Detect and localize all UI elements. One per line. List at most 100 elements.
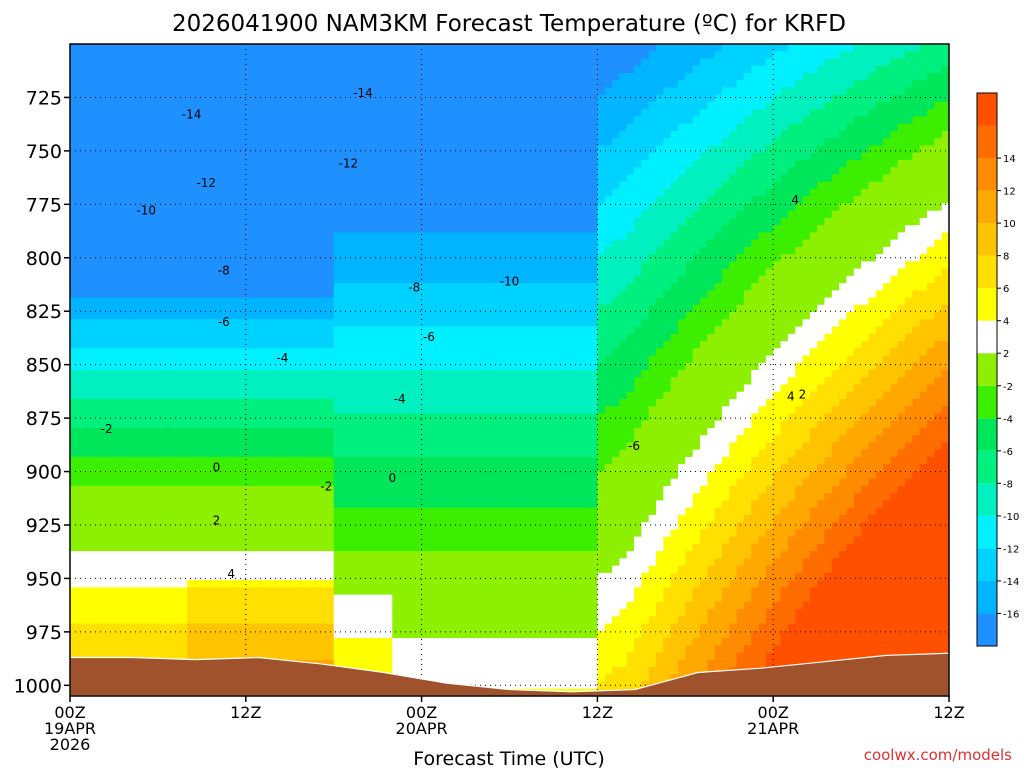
field-cell [223, 652, 232, 661]
field-cell [326, 355, 335, 364]
field-cell [297, 145, 305, 154]
field-cell [282, 652, 291, 661]
field-cell [392, 217, 401, 226]
field-cell [326, 630, 335, 639]
field-cell [267, 87, 276, 96]
field-cell [282, 413, 291, 422]
field-cell [399, 174, 408, 183]
field-cell [245, 58, 254, 67]
field-cell [428, 543, 437, 552]
field-cell [341, 232, 349, 241]
field-cell [311, 355, 320, 364]
field-cell [150, 507, 159, 516]
field-cell [472, 319, 481, 328]
field-cell [99, 188, 108, 197]
field-cell [194, 601, 203, 610]
field-cell [304, 275, 313, 284]
field-cell [392, 58, 401, 67]
field-cell [84, 326, 93, 335]
field-cell [370, 471, 379, 480]
field-cell [231, 413, 240, 422]
field-cell [348, 217, 357, 226]
field-cell [157, 101, 166, 110]
field-cell [304, 246, 313, 255]
field-cell [414, 341, 423, 349]
field-cell [267, 109, 276, 118]
field-cell [150, 630, 159, 639]
field-cell [443, 72, 452, 81]
field-cell [77, 500, 86, 509]
field-cell [194, 254, 203, 262]
field-cell [238, 442, 247, 451]
field-cell [421, 217, 430, 226]
field-cell [223, 442, 232, 451]
field-cell [99, 210, 108, 219]
field-cell [113, 565, 122, 574]
field-cell [333, 138, 342, 147]
field-cell [260, 152, 269, 161]
field-cell [355, 638, 364, 646]
field-cell [165, 87, 174, 96]
field-cell [99, 109, 108, 118]
field-cell [458, 326, 467, 335]
field-cell [458, 384, 467, 393]
field-cell [143, 630, 152, 639]
field-cell [319, 72, 327, 81]
field-cell [245, 391, 254, 400]
field-cell [172, 80, 181, 89]
field-cell [91, 167, 100, 175]
field-cell [282, 51, 291, 60]
field-cell [370, 435, 379, 444]
field-cell [260, 406, 269, 415]
field-cell [289, 348, 298, 357]
field-cell [421, 406, 430, 415]
field-cell [443, 333, 452, 342]
field-cell [333, 456, 342, 465]
field-cell [428, 616, 437, 625]
field-cell [275, 217, 284, 226]
field-cell [91, 609, 100, 617]
field-cell [355, 232, 364, 241]
field-cell [238, 435, 247, 444]
field-cell [406, 341, 415, 349]
field-cell [304, 174, 313, 183]
field-cell [348, 638, 357, 646]
field-cell [106, 601, 115, 610]
field-cell [355, 138, 364, 147]
field-cell [223, 181, 232, 190]
field-cell [436, 471, 445, 480]
field-cell [194, 362, 203, 371]
field-cell [428, 536, 437, 545]
field-cell [399, 87, 408, 96]
field-cell [436, 616, 445, 625]
field-cell [216, 44, 225, 52]
field-cell [289, 254, 298, 262]
field-cell [165, 362, 174, 371]
field-cell [326, 283, 335, 291]
field-cell [399, 275, 408, 284]
field-cell [209, 529, 218, 538]
field-cell [377, 109, 386, 118]
field-cell [172, 319, 181, 328]
field-cell [297, 268, 305, 277]
field-cell [179, 638, 188, 646]
field-cell [458, 558, 467, 567]
field-cell [465, 529, 474, 538]
field-cell [172, 398, 181, 407]
field-cell [253, 594, 262, 603]
field-cell [121, 551, 130, 559]
field-cell [209, 268, 218, 277]
field-cell [128, 514, 137, 523]
field-cell [465, 297, 474, 306]
field-cell [201, 239, 210, 248]
field-cell [458, 377, 467, 386]
field-cell [282, 145, 291, 154]
field-cell [443, 152, 452, 161]
field-cell [179, 471, 188, 480]
field-cell [245, 377, 254, 386]
field-cell [370, 601, 379, 610]
field-cell [406, 152, 415, 161]
field-cell [355, 398, 364, 407]
field-cell [377, 217, 386, 226]
field-cell [465, 406, 474, 415]
